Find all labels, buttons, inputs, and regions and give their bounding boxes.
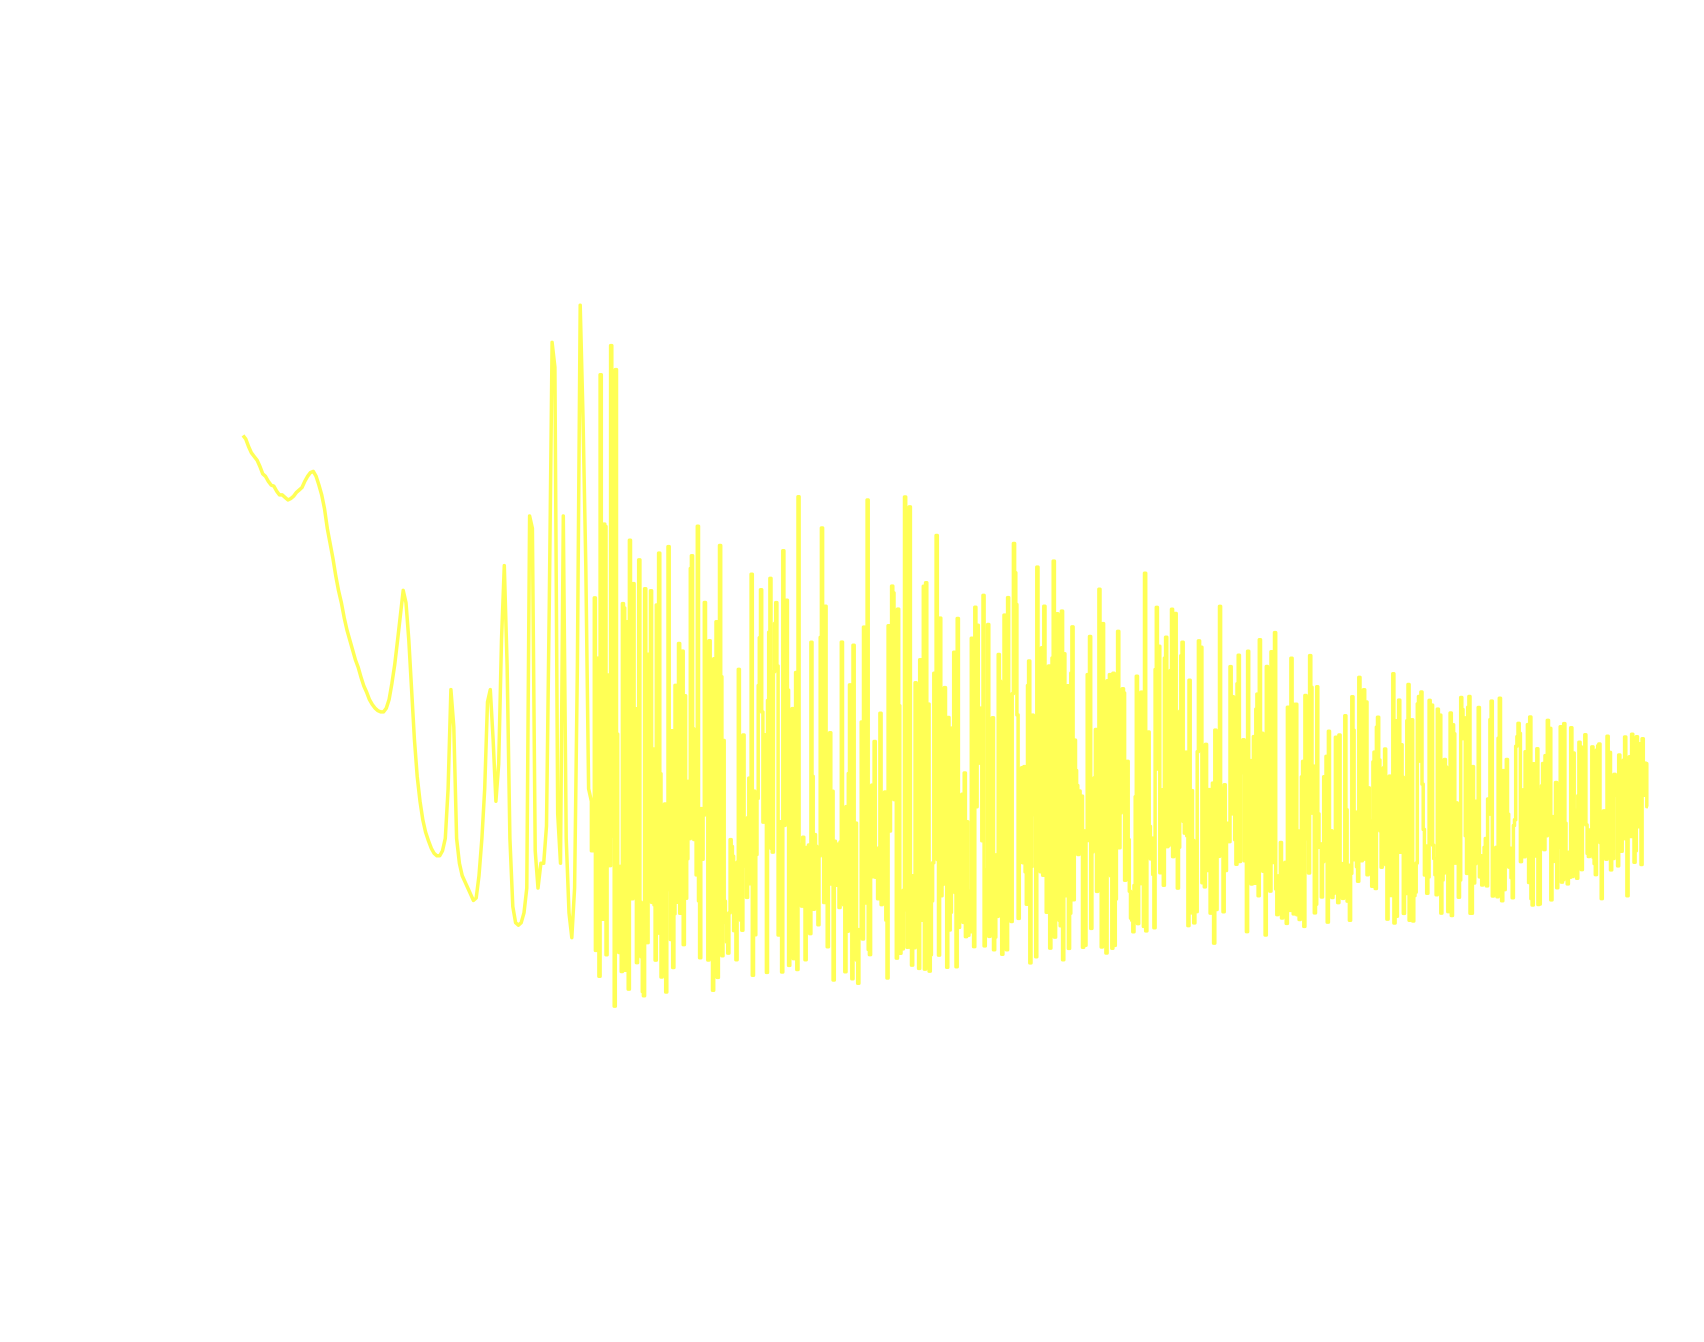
series-group — [241, 303, 1649, 1008]
series-line-0 — [241, 303, 1649, 1008]
